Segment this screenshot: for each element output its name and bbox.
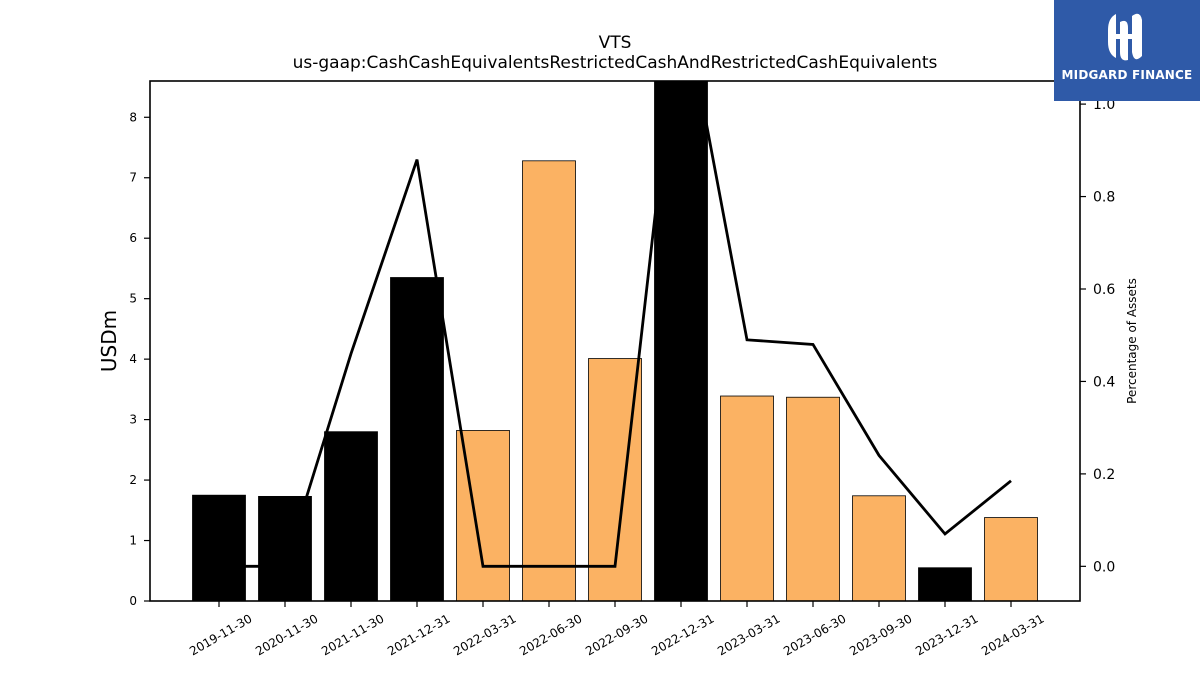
y2-tick-label: 0.6	[1093, 282, 1115, 298]
y-tick-label: 1	[129, 534, 137, 548]
y2-tick-label: 0.4	[1093, 374, 1115, 390]
x-tick-label-2023-12-31: 2023-12-31	[913, 611, 980, 658]
y2-axis-label: Percentage of Assets	[1125, 278, 1139, 404]
x-tick-label-2022-12-31: 2022-12-31	[649, 611, 716, 658]
logo-mark-icon	[1108, 13, 1142, 61]
bar-2023-03-31	[720, 395, 774, 601]
bar-2021-12-31	[390, 277, 444, 601]
x-ticks: 2019-11-302020-11-302021-11-302021-12-31…	[187, 601, 1047, 658]
x-tick-label-2022-03-31: 2022-03-31	[451, 611, 518, 658]
bar-2019-11-30	[192, 494, 246, 601]
y-tick-label: 0	[129, 594, 137, 608]
y-tick-label: 7	[129, 171, 137, 185]
y2-ticks: 0.0 0.2 0.4 0.6 0.8 1.0	[1080, 97, 1115, 575]
line-group	[219, 81, 1012, 568]
logo-text: MIDGARD FINANCE	[1061, 68, 1193, 82]
bar-2022-06-30	[522, 160, 576, 601]
percentage-line	[219, 81, 1012, 568]
y-tick-label: 6	[129, 231, 137, 245]
bar-group	[192, 81, 1038, 601]
y2-tick-label: 0.8	[1093, 190, 1115, 206]
chart-subtitle: us-gaap:CashCashEquivalentsRestrictedCas…	[293, 53, 938, 73]
y2-tick-label: 1.0	[1093, 97, 1115, 113]
y-tick-label: 8	[129, 110, 137, 124]
x-tick-label-2020-11-30: 2020-11-30	[253, 611, 320, 658]
bar-2023-09-30	[852, 495, 906, 601]
x-tick-label-2024-03-31: 2024-03-31	[979, 611, 1046, 658]
bar-2021-11-30	[324, 431, 378, 601]
x-tick-label-2023-09-30: 2023-09-30	[847, 611, 914, 658]
y2-tick-label: 0.2	[1093, 467, 1115, 483]
midgard-finance-logo: MIDGARD FINANCE	[1054, 0, 1200, 101]
bar-2023-06-30	[786, 396, 840, 601]
y-tick-label: 4	[129, 352, 137, 366]
y-tick-label: 2	[129, 473, 137, 487]
bar-2020-11-30	[258, 495, 312, 601]
y-axis-label: USDm	[97, 310, 121, 372]
y-ticks: 0 1 2 3 4 5 6 7 8	[129, 110, 150, 608]
bar-2022-12-31	[654, 81, 708, 601]
x-tick-label-2021-11-30: 2021-11-30	[319, 611, 386, 658]
bar-2024-03-31	[984, 517, 1038, 601]
x-tick-label-2021-12-31: 2021-12-31	[385, 611, 452, 658]
x-tick-label-2023-03-31: 2023-03-31	[715, 611, 782, 658]
chart-title: VTS	[599, 33, 632, 53]
y2-tick-label: 0.0	[1093, 559, 1115, 575]
x-tick-label-2022-06-30: 2022-06-30	[517, 611, 584, 658]
x-tick-label-2023-06-30: 2023-06-30	[781, 611, 848, 658]
y-tick-label: 5	[129, 292, 137, 306]
y-tick-label: 3	[129, 413, 137, 427]
bar-2023-12-31	[918, 567, 972, 601]
x-tick-label-2022-09-30: 2022-09-30	[583, 611, 650, 658]
x-tick-label-2019-11-30: 2019-11-30	[187, 611, 254, 658]
